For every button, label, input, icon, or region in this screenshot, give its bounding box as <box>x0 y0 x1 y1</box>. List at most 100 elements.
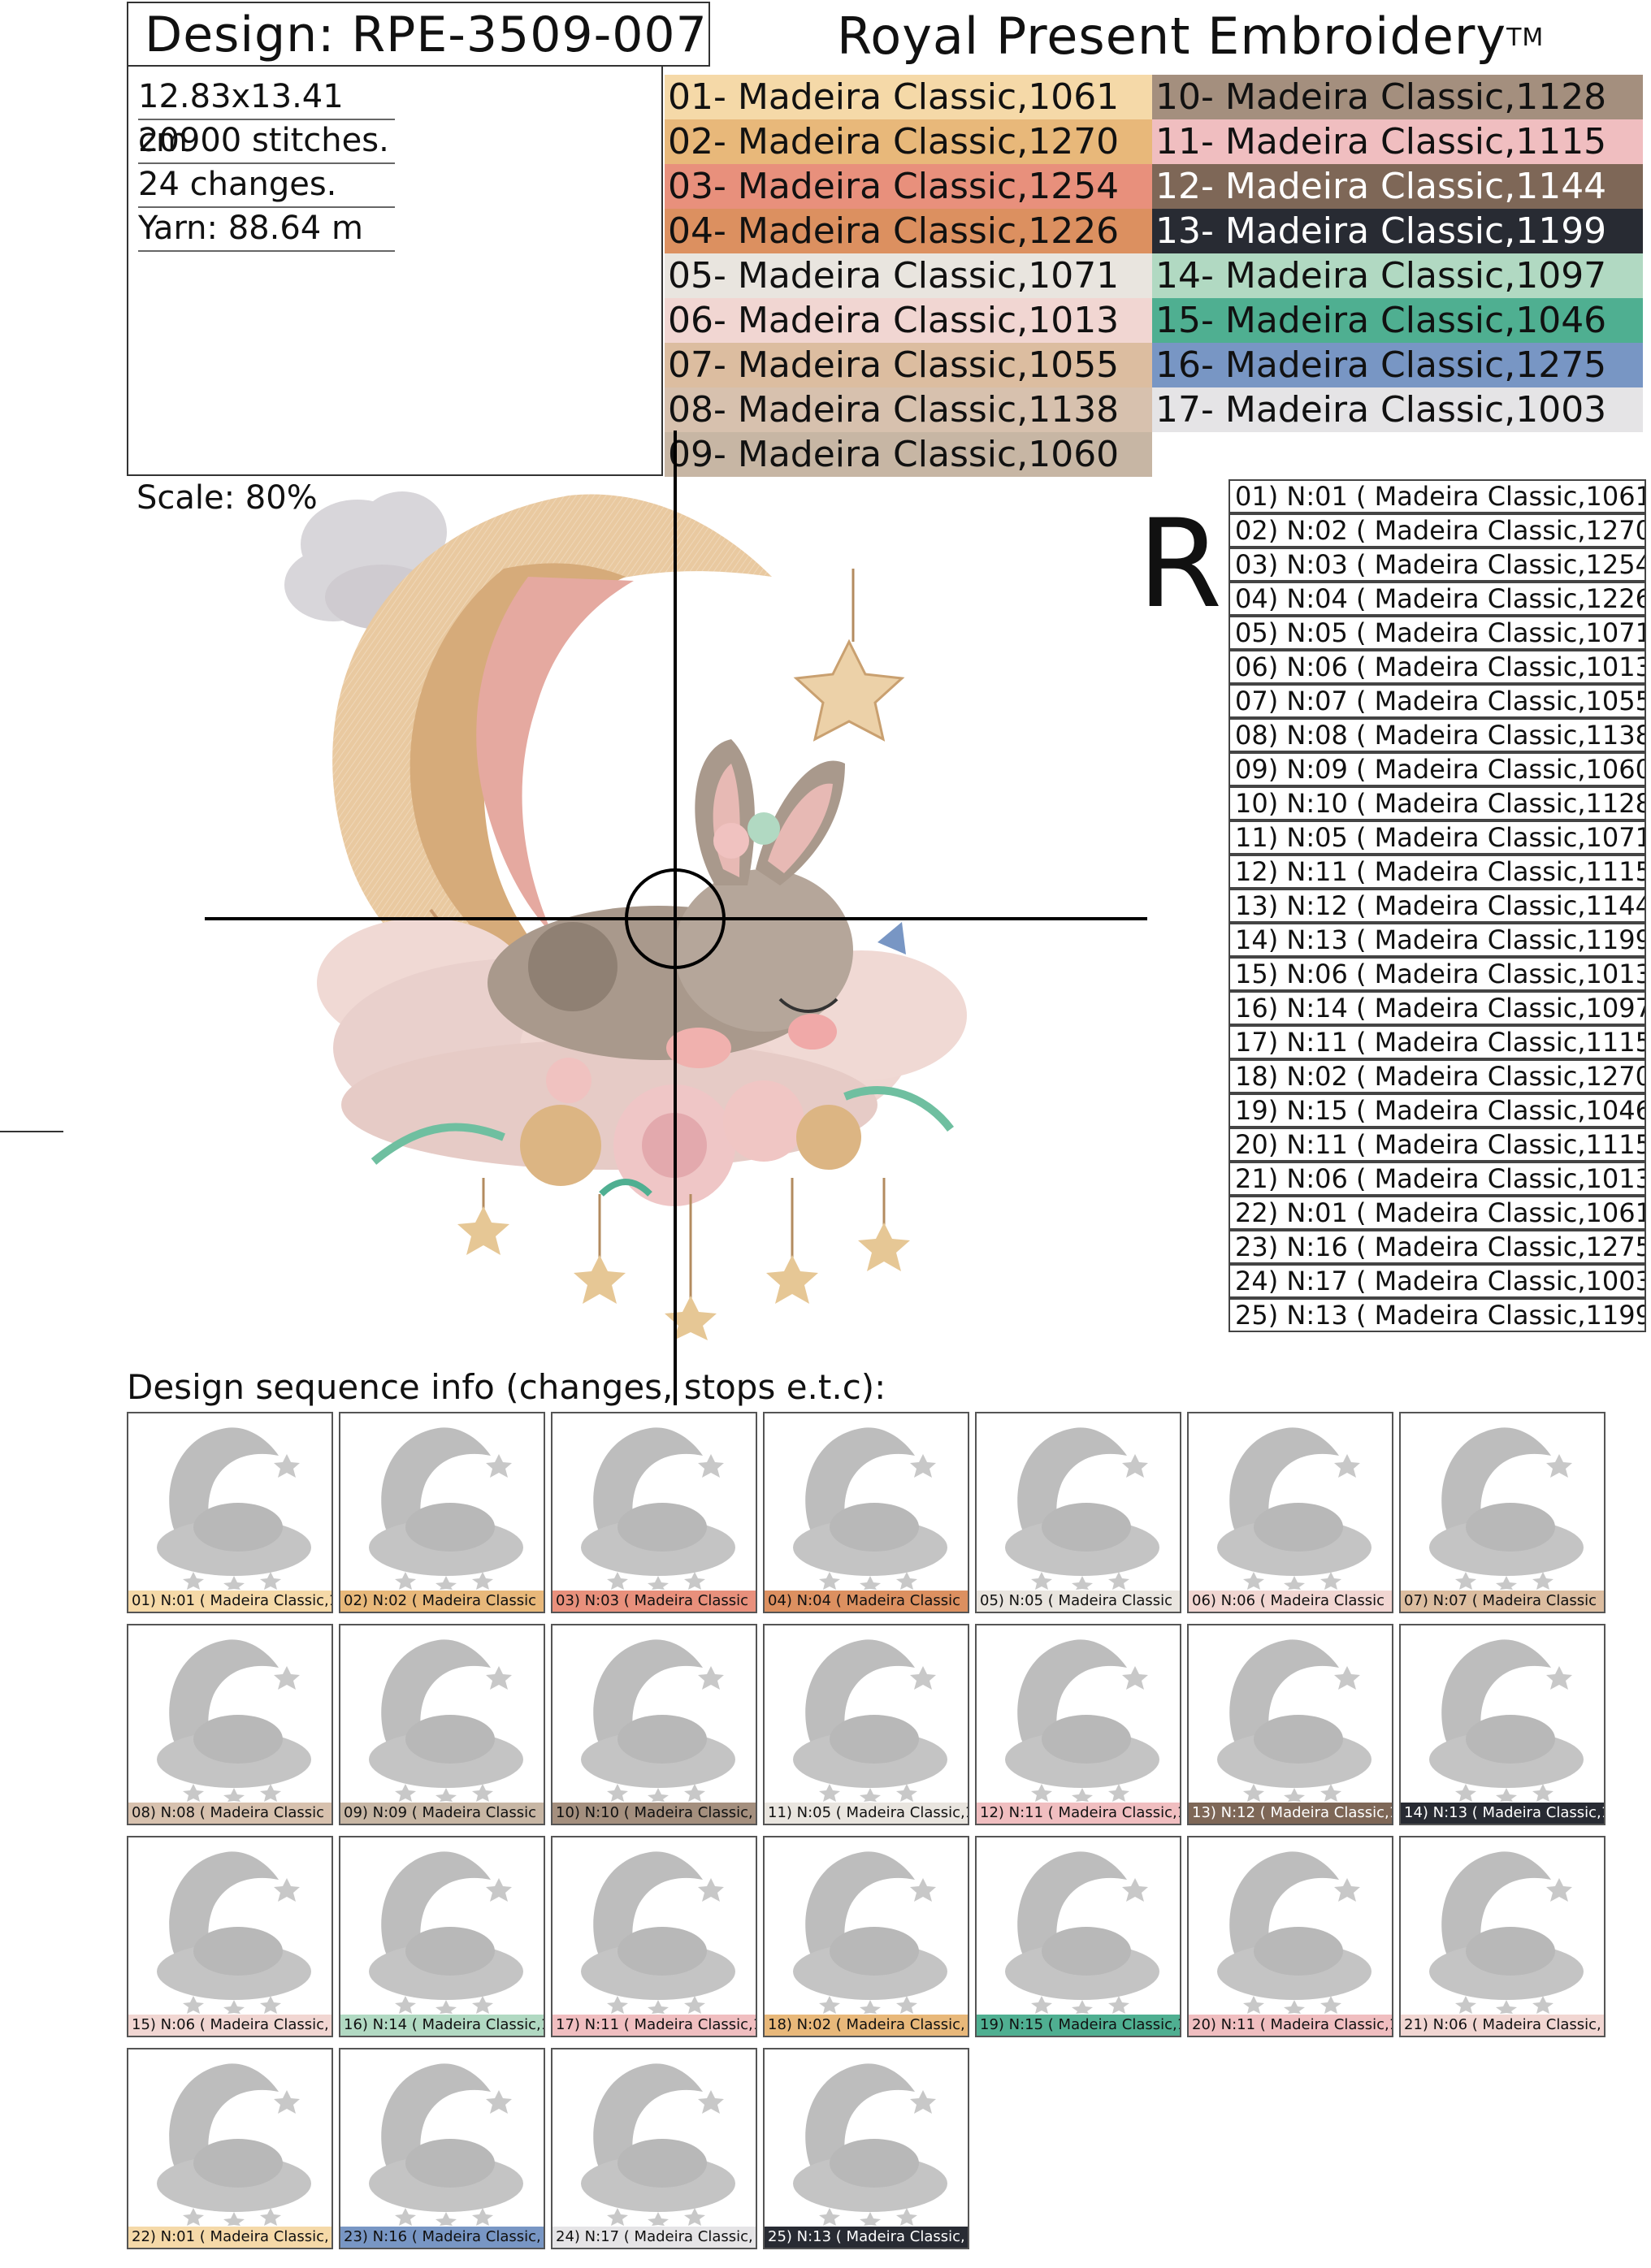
sequence-item: 11) N:05 ( Madeira Classic,1071) <box>1228 820 1646 855</box>
color-swatch-12: 12- Madeira Classic,1144 <box>1152 164 1643 209</box>
thumbnail-caption: 17) N:11 ( Madeira Classic,1 <box>552 2015 756 2036</box>
sequence-thumbnail: 15) N:06 ( Madeira Classic, <box>127 1836 333 2037</box>
silhouette-image <box>157 1427 311 1590</box>
color-swatch-05: 05- Madeira Classic,1071 <box>665 253 1152 298</box>
silhouette-image <box>157 1851 311 2014</box>
color-swatch-07: 07- Madeira Classic,1055 <box>665 343 1152 387</box>
sequence-thumbnail: 07) N:07 ( Madeira Classic <box>1399 1412 1606 1613</box>
sequence-thumbnail: 09) N:09 ( Madeira Classic <box>339 1624 545 1825</box>
sequence-item: 02) N:02 ( Madeira Classic,1270) <box>1228 513 1646 548</box>
sequence-thumbnail: 25) N:13 ( Madeira Classic, <box>763 2048 969 2249</box>
sequence-thumbnail: 12) N:11 ( Madeira Classic,1 <box>975 1624 1181 1825</box>
silhouette-image <box>1005 1427 1159 1590</box>
silhouette-image <box>369 1427 523 1590</box>
sequence-item: 04) N:04 ( Madeira Classic,1226) <box>1228 582 1646 616</box>
silhouette-image <box>157 2063 311 2226</box>
thumbnail-caption: 15) N:06 ( Madeira Classic, <box>128 2015 332 2036</box>
sequence-thumbnail: 23) N:16 ( Madeira Classic, <box>339 2048 545 2249</box>
silhouette-image <box>581 1639 735 1802</box>
color-swatch-14: 14- Madeira Classic,1097 <box>1152 253 1643 298</box>
silhouette-image <box>793 2063 947 2226</box>
thumbnail-caption: 03) N:03 ( Madeira Classic <box>552 1591 756 1612</box>
sequence-item: 08) N:08 ( Madeira Classic,1138) <box>1228 718 1646 752</box>
sequence-thumbnail: 11) N:05 ( Madeira Classic,1 <box>763 1624 969 1825</box>
sequence-thumbnail: 06) N:06 ( Madeira Classic <box>1187 1412 1393 1613</box>
thumbnail-caption: 19) N:15 ( Madeira Classic,1 <box>977 2015 1180 2036</box>
sequence-item: 22) N:01 ( Madeira Classic,1061) <box>1228 1196 1646 1230</box>
silhouette-image <box>793 1427 947 1590</box>
sequence-thumbnail: 24) N:17 ( Madeira Classic, <box>551 2048 757 2249</box>
silhouette-image <box>1005 1639 1159 1802</box>
sequence-item: 15) N:06 ( Madeira Classic,1013) <box>1228 957 1646 991</box>
silhouette-image <box>1429 1639 1584 1802</box>
silhouette-image <box>581 1851 735 2014</box>
sequence-thumbnail: 05) N:05 ( Madeira Classic <box>975 1412 1181 1613</box>
silhouette-image <box>793 1639 947 1802</box>
margin-tick <box>0 1131 63 1132</box>
color-swatch-09: 09- Madeira Classic,1060 <box>665 432 1152 477</box>
thumbnail-caption: 18) N:02 ( Madeira Classic, <box>765 2015 968 2036</box>
silhouette-image <box>1217 1427 1372 1590</box>
brand-name: Royal Present Embroidery <box>837 6 1507 66</box>
silhouette-image <box>1217 1851 1372 2014</box>
thumbnail-caption: 12) N:11 ( Madeira Classic,1 <box>977 1803 1180 1824</box>
thumbnail-caption: 24) N:17 ( Madeira Classic, <box>552 2227 756 2248</box>
thumbnail-caption: 22) N:01 ( Madeira Classic, <box>128 2227 332 2248</box>
sequence-item: 01) N:01 ( Madeira Classic,1061) <box>1228 479 1646 513</box>
scale-label: Scale: 80% <box>136 479 318 517</box>
sequence-item: 17) N:11 ( Madeira Classic,1115) <box>1228 1025 1646 1059</box>
sequence-item: 07) N:07 ( Madeira Classic,1055) <box>1228 684 1646 718</box>
color-swatch-16: 16- Madeira Classic,1275 <box>1152 343 1643 387</box>
sequence-item: 05) N:05 ( Madeira Classic,1071) <box>1228 616 1646 650</box>
sequence-thumbnail: 14) N:13 ( Madeira Classic,1 <box>1399 1624 1606 1825</box>
sequence-item: 12) N:11 ( Madeira Classic,1115) <box>1228 855 1646 889</box>
silhouette-image <box>1217 1639 1372 1802</box>
thumbnail-caption: 25) N:13 ( Madeira Classic, <box>765 2227 968 2248</box>
thumbnail-caption: 14) N:13 ( Madeira Classic,1 <box>1401 1803 1604 1824</box>
silhouette-image <box>369 1639 523 1802</box>
silhouette-image <box>1429 1851 1584 2014</box>
thumbnail-caption: 11) N:05 ( Madeira Classic,1 <box>765 1803 968 1824</box>
sequence-item: 21) N:06 ( Madeira Classic,1013) <box>1228 1162 1646 1196</box>
sequence-item: 13) N:12 ( Madeira Classic,1144) <box>1228 889 1646 923</box>
thumbnail-caption: 01) N:01 ( Madeira Classic,1 <box>128 1591 332 1612</box>
color-swatch-02: 02- Madeira Classic,1270 <box>665 119 1152 164</box>
thumbnail-caption: 23) N:16 ( Madeira Classic, <box>340 2227 544 2248</box>
sequence-thumbnail: 08) N:08 ( Madeira Classic <box>127 1624 333 1825</box>
sequence-thumbnail: 13) N:12 ( Madeira Classic,1 <box>1187 1624 1393 1825</box>
color-swatch-10: 10- Madeira Classic,1128 <box>1152 75 1643 119</box>
silhouette-image <box>581 2063 735 2226</box>
design-id: Design: RPE-3509-007 <box>145 6 708 63</box>
bottom-stars <box>457 1178 910 1340</box>
color-swatch-13: 13- Madeira Classic,1199 <box>1152 209 1643 253</box>
silhouette-image <box>369 1851 523 2014</box>
stat-yarn: Yarn: 88.64 m <box>138 206 395 252</box>
hanging-star <box>793 638 905 742</box>
crosshair-horizontal <box>205 917 1147 920</box>
thumbnail-caption: 04) N:04 ( Madeira Classic <box>765 1591 968 1612</box>
color-swatch-17: 17- Madeira Classic,1003 <box>1152 387 1643 432</box>
thumbnail-caption: 16) N:14 ( Madeira Classic,1 <box>340 2015 544 2036</box>
sequence-thumbnail: 16) N:14 ( Madeira Classic,1 <box>339 1836 545 2037</box>
sequence-thumbnail: 18) N:02 ( Madeira Classic, <box>763 1836 969 2037</box>
sequence-item: 24) N:17 ( Madeira Classic,1003) <box>1228 1264 1646 1298</box>
silhouette-image <box>793 1851 947 2014</box>
sequence-title: Design sequence info (changes, stops e.t… <box>127 1367 886 1407</box>
thumbnail-caption: 20) N:11 ( Madeira Classic,1 <box>1189 2015 1392 2036</box>
silhouette-image <box>1005 1851 1159 2014</box>
color-swatch-06: 06- Madeira Classic,1013 <box>665 298 1152 343</box>
brand-title: Royal Present EmbroideryTM <box>837 2 1544 71</box>
sequence-item: 19) N:15 ( Madeira Classic,1046) <box>1228 1093 1646 1128</box>
sequence-item: 25) N:13 ( Madeira Classic,1199) <box>1228 1298 1646 1332</box>
sequence-thumbnail: 21) N:06 ( Madeira Classic, <box>1399 1836 1606 2037</box>
center-mark-circle <box>625 868 726 969</box>
thumbnail-caption: 09) N:09 ( Madeira Classic <box>340 1803 544 1824</box>
color-swatch-04: 04- Madeira Classic,1226 <box>665 209 1152 253</box>
silhouette-image <box>1429 1427 1584 1590</box>
sequence-thumbnail: 03) N:03 ( Madeira Classic <box>551 1412 757 1613</box>
silhouette-image <box>369 2063 523 2226</box>
sequence-thumbnail: 22) N:01 ( Madeira Classic, <box>127 2048 333 2249</box>
thumbnail-caption: 06) N:06 ( Madeira Classic <box>1189 1591 1392 1612</box>
color-swatch-03: 03- Madeira Classic,1254 <box>665 164 1152 209</box>
silhouette-image <box>157 1639 311 1802</box>
